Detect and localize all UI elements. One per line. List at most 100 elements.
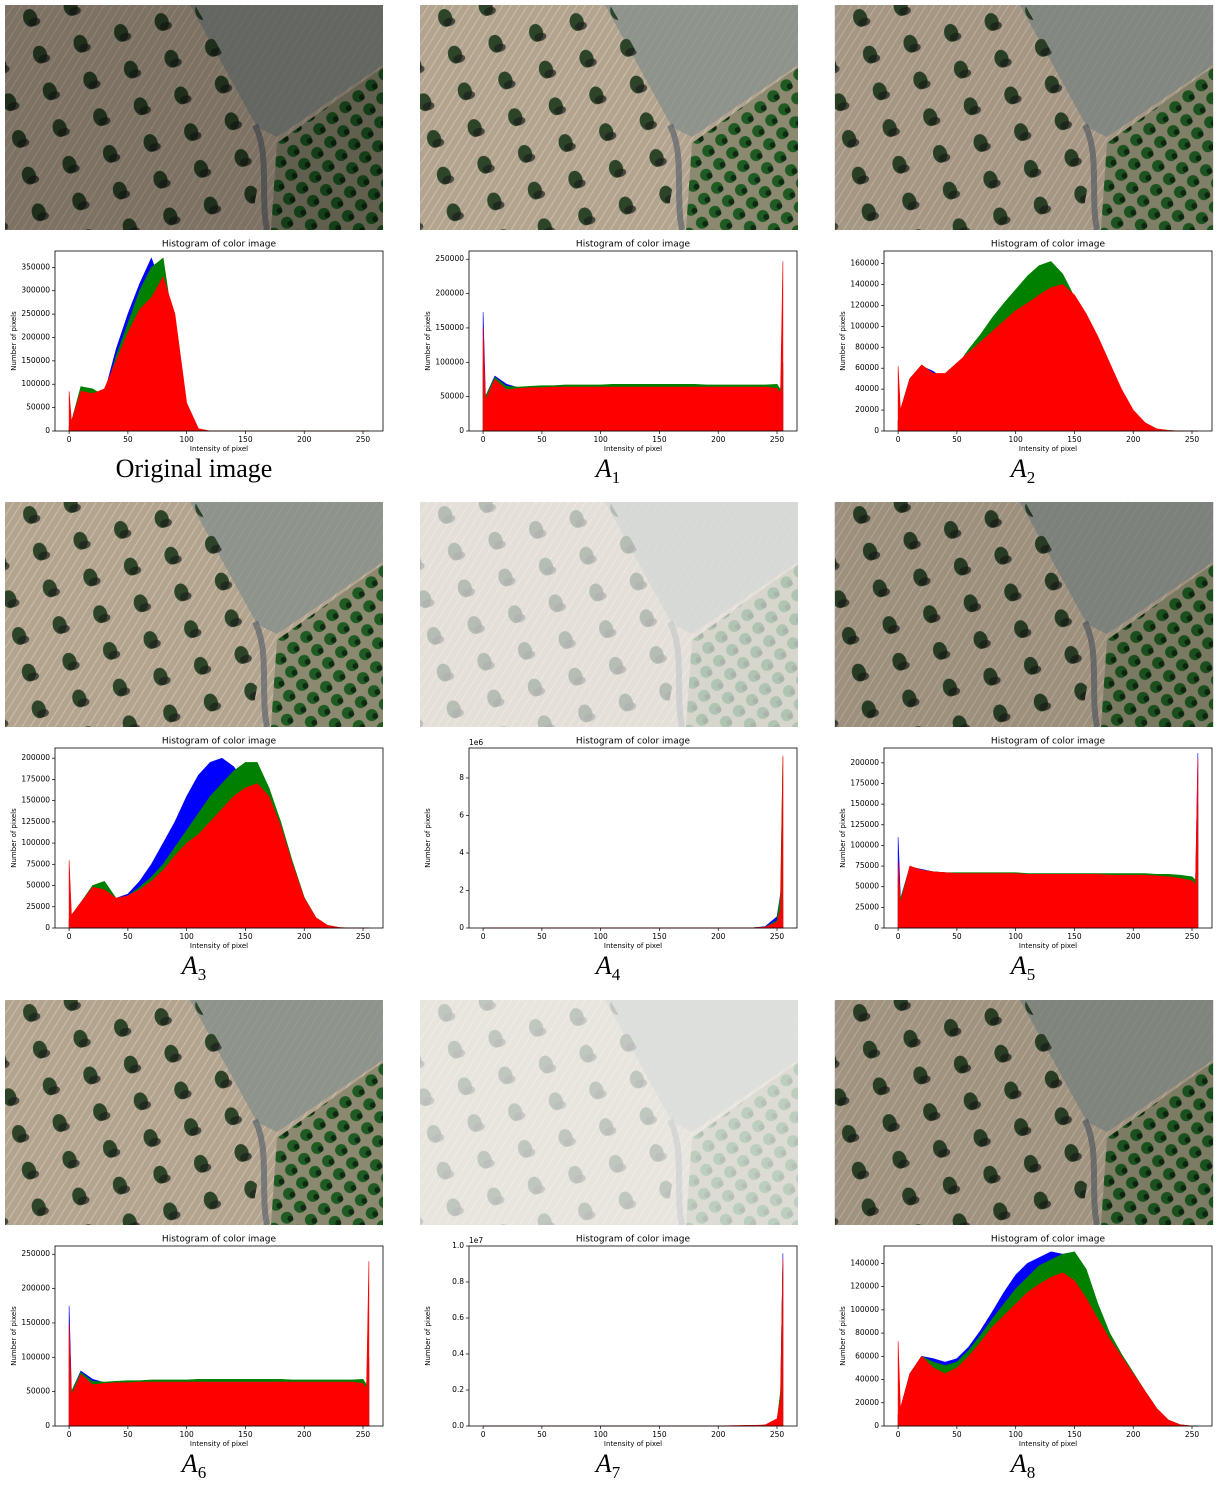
- x-tick-label: 150: [238, 932, 253, 941]
- x-axis-label: Intensity of pixel: [604, 942, 662, 950]
- x-tick-label: 0: [896, 1430, 901, 1439]
- y-axis-label: Number of pixels: [839, 808, 847, 868]
- y-tick-label: 80000: [855, 342, 879, 351]
- y-tick-label: 250000: [435, 254, 464, 263]
- x-tick-label: 250: [356, 1430, 371, 1439]
- histogram-area: [897, 284, 1198, 432]
- photo-tint: [834, 1000, 1214, 1225]
- y-tick-label: 100000: [850, 1305, 879, 1314]
- y-tick-label: 20000: [855, 405, 879, 414]
- y-tick-label: 4: [459, 848, 464, 857]
- x-tick-label: 100: [594, 932, 609, 941]
- x-tick-label: 200: [1126, 435, 1141, 444]
- y-axis-label: Number of pixels: [839, 311, 847, 371]
- x-tick-label: 200: [711, 435, 726, 444]
- x-tick-label: 100: [180, 1430, 195, 1439]
- panel-caption: A3: [180, 951, 206, 984]
- histogram-chart: 0 50 100 150 200 250 0 20000 40000 60000 80000 1000…: [839, 1235, 1213, 1482]
- x-tick-label: 150: [652, 1430, 667, 1439]
- x-axis-label: Intensity of pixel: [1019, 942, 1077, 950]
- y-tick-label: 60000: [855, 363, 879, 372]
- histogram-area: [483, 1258, 784, 1427]
- y-tick-label: 140000: [850, 279, 879, 288]
- x-tick-label: 150: [1067, 932, 1082, 941]
- x-tick-label: 150: [238, 1430, 253, 1439]
- x-tick-label: 100: [594, 435, 609, 444]
- plot-frame: [54, 747, 384, 929]
- chart-title: Histogram of color image: [162, 240, 277, 250]
- y-tick-label: 150000: [21, 1318, 50, 1327]
- y-tick-label: 0.8: [452, 1277, 464, 1286]
- y-tick-label: 80000: [855, 1328, 879, 1337]
- y-tick-label: 100000: [850, 840, 879, 849]
- histogram-chart: 0 50 100 150 200 250 0 50000 100000 150000 200000 2…: [424, 240, 798, 487]
- x-axis-label: Intensity of pixel: [190, 445, 248, 453]
- x-axis-label: Intensity of pixel: [1019, 1440, 1077, 1448]
- y-tick-label: 175000: [850, 779, 879, 788]
- y-tick-label: 25000: [855, 902, 879, 911]
- histogram-chart: 0 50 100 150 200 250 0 2 4 6 8 Histogram of color i…: [424, 737, 798, 984]
- x-tick-label: 200: [297, 932, 312, 941]
- plot-frame: [468, 1245, 798, 1427]
- y-tick-label: 0: [45, 923, 50, 932]
- panel-caption: A1: [594, 454, 620, 487]
- y-axis-label: Number of pixels: [10, 1306, 18, 1366]
- y-tick-label: 100000: [21, 379, 50, 388]
- y-tick-label: 75000: [855, 861, 879, 870]
- y-tick-label: 20000: [855, 1398, 879, 1407]
- histogram-chart: 0 50 100 150 200 250 0 50000 100000 150000 200000 2…: [10, 240, 384, 483]
- plot-frame: [883, 747, 1213, 929]
- histogram-area: [482, 755, 784, 929]
- x-tick-label: 250: [770, 932, 785, 941]
- x-tick-label: 150: [1067, 435, 1082, 444]
- x-tick-label: 250: [1185, 1430, 1200, 1439]
- histogram-area: [68, 1261, 370, 1427]
- y-tick-label: 0: [459, 923, 464, 932]
- y-tick-label: 50000: [855, 882, 879, 891]
- y-tick-label: 0: [45, 1421, 50, 1430]
- x-axis-label: Intensity of pixel: [604, 445, 662, 453]
- x-tick-label: 0: [896, 435, 901, 444]
- y-tick-label: 0.4: [452, 1349, 464, 1358]
- histogram-area: [482, 893, 784, 929]
- y-tick-label: 160000: [850, 259, 879, 268]
- y-tick-label: 150000: [21, 356, 50, 365]
- y-tick-label: 40000: [855, 1375, 879, 1384]
- y-tick-label: 200000: [21, 1284, 50, 1293]
- histogram-area: [483, 1263, 784, 1427]
- chart-title: Histogram of color image: [576, 737, 691, 747]
- x-tick-label: 200: [1126, 932, 1141, 941]
- y-tick-label: 250000: [21, 1249, 50, 1258]
- photo-tint: [419, 502, 799, 727]
- y-tick-label: 8: [459, 773, 464, 782]
- caption-subscript: 5: [1027, 965, 1036, 984]
- histogram-chart: 0 50 100 150 200 250 0 50000 100000 150000 200000 2…: [10, 1235, 384, 1482]
- y-axis-label: Number of pixels: [839, 1306, 847, 1366]
- photo-tint: [5, 5, 383, 230]
- x-tick-label: 100: [180, 932, 195, 941]
- x-tick-label: 200: [297, 435, 312, 444]
- y-tick-label: 200000: [850, 758, 879, 767]
- y-tick-label: 0: [45, 426, 50, 435]
- x-axis-label: Intensity of pixel: [190, 1440, 248, 1448]
- x-tick-label: 50: [123, 435, 133, 444]
- x-tick-label: 0: [481, 932, 486, 941]
- y-tick-label: 140000: [850, 1258, 879, 1267]
- x-tick-label: 250: [1185, 932, 1200, 941]
- x-tick-label: 150: [652, 932, 667, 941]
- y-axis-label: Number of pixels: [424, 1306, 432, 1366]
- y-offset-label: 1e6: [469, 738, 483, 747]
- x-tick-label: 250: [770, 1430, 785, 1439]
- y-tick-label: 100000: [850, 321, 879, 330]
- histogram-chart: 0 50 100 150 200 250 0 25000 50000 75000 100000 125…: [10, 737, 384, 984]
- x-tick-label: 250: [1185, 435, 1200, 444]
- chart-title: Histogram of color image: [991, 240, 1106, 250]
- caption-subscript: 7: [612, 1463, 621, 1482]
- y-tick-label: 0: [874, 1421, 879, 1430]
- y-tick-label: 200000: [21, 753, 50, 762]
- y-tick-label: 100000: [21, 1352, 50, 1361]
- x-tick-label: 200: [1126, 1430, 1141, 1439]
- x-tick-label: 150: [238, 435, 253, 444]
- panel-caption: A6: [180, 1449, 206, 1482]
- histogram-area: [482, 757, 784, 929]
